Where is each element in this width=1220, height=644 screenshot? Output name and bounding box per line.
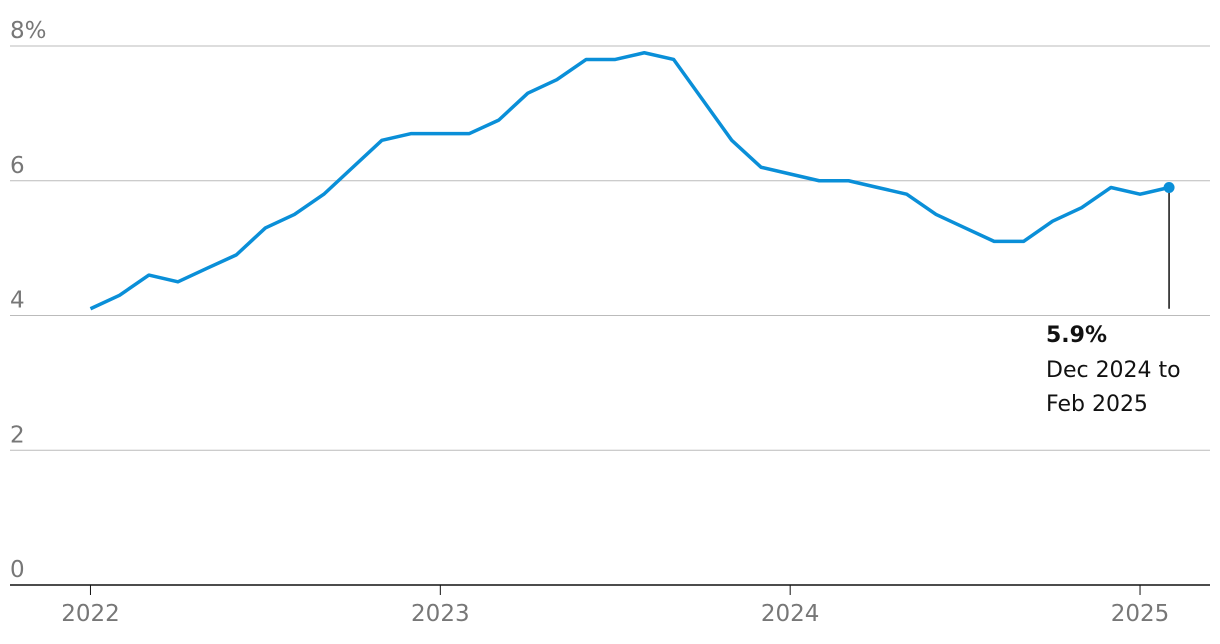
y-tick-label: 4 [10, 288, 25, 314]
annotation-text: Dec 2024 to [1046, 358, 1181, 383]
x-tick-label: 2024 [761, 601, 820, 627]
line [89, 50, 1170, 311]
x-tick-label: 2022 [61, 601, 120, 627]
y-tick-label: 0 [10, 557, 25, 583]
annotation-value: 5.9% [1046, 323, 1107, 348]
end-point [1163, 181, 1175, 193]
y-tick-label: 6 [10, 153, 25, 179]
x-tick-label: 2023 [411, 601, 470, 627]
annotation-text: Feb 2025 [1046, 392, 1148, 417]
y-tick-label: 2 [10, 422, 25, 448]
x-tick-label: 2025 [1111, 601, 1170, 627]
y-tick-label: 8% [10, 18, 47, 44]
